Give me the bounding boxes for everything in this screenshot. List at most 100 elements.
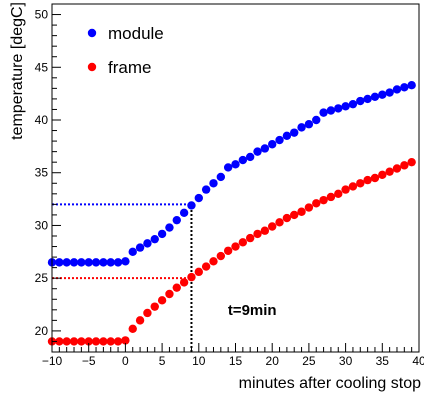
module-point: [216, 172, 226, 182]
series-module: [47, 81, 416, 267]
x-tick-label: 30: [339, 354, 353, 368]
module-point: [260, 144, 270, 153]
x-tick-label: −10: [42, 354, 63, 368]
frame-point: [187, 272, 196, 282]
legend-marker-module: [87, 28, 97, 38]
frame-point: [356, 179, 365, 188]
frame-point: [326, 192, 336, 202]
y-tick-label: 20: [35, 324, 49, 338]
module-point: [121, 257, 130, 266]
module-point: [99, 258, 108, 267]
module-point: [319, 108, 328, 117]
module-point: [128, 247, 137, 257]
module-point: [113, 258, 123, 267]
frame-point: [106, 337, 115, 346]
frame-point: [253, 229, 262, 239]
module-point: [165, 223, 174, 232]
frame-point: [334, 189, 343, 199]
frame-point: [128, 324, 137, 333]
module-point: [334, 104, 343, 113]
y-tick-label: 40: [35, 113, 49, 127]
module-point: [143, 239, 152, 248]
frame-point: [91, 337, 101, 346]
module-point: [69, 258, 79, 267]
module-point: [378, 90, 387, 99]
x-tick-label: 40: [412, 354, 424, 368]
frame-point: [223, 246, 233, 255]
module-point: [77, 258, 86, 267]
module-point: [370, 92, 380, 102]
frame-point: [348, 182, 358, 191]
data-series: [47, 81, 416, 346]
frame-point: [135, 316, 145, 325]
frame-point: [209, 257, 218, 266]
legend-label-frame: frame: [108, 58, 151, 77]
module-point: [326, 106, 336, 115]
frame-point: [77, 337, 86, 346]
frame-point: [62, 337, 71, 346]
plot-frame: [51, 3, 420, 353]
frame-point: [69, 337, 79, 346]
module-point: [341, 102, 350, 111]
x-tick-label: 5: [159, 354, 166, 368]
axis-ticks: [51, 3, 420, 353]
frame-point: [378, 170, 387, 180]
module-point: [179, 208, 189, 217]
module-point: [385, 88, 394, 97]
frame-point: [319, 195, 328, 205]
x-tick-label: 10: [192, 354, 206, 368]
y-axis-title: temperature [degC]: [9, 2, 26, 140]
legend-marker-frame: [87, 62, 97, 72]
frame-point: [400, 161, 409, 170]
module-point: [62, 258, 71, 267]
module-point: [253, 147, 262, 156]
x-tick-label: 20: [266, 354, 280, 368]
frame-point: [385, 167, 394, 176]
frame-point: [99, 337, 108, 346]
module-point: [150, 234, 159, 244]
module-point: [201, 185, 211, 194]
frame-point: [194, 267, 203, 277]
module-point: [91, 258, 101, 267]
frame-point: [179, 278, 189, 287]
module-point: [363, 94, 372, 104]
frame-point: [392, 164, 402, 173]
y-tick-label: 30: [35, 218, 49, 232]
annotation-label: t=9min: [228, 302, 277, 319]
module-point: [55, 258, 64, 267]
frame-point: [84, 337, 93, 346]
x-tick-label: −5: [82, 354, 96, 368]
module-point: [157, 229, 167, 239]
frame-point: [143, 308, 152, 318]
frame-point: [370, 173, 380, 183]
y-tick-label: 25: [35, 271, 49, 285]
module-point: [275, 135, 284, 145]
module-point: [135, 243, 145, 252]
axis-tick-labels: −10 −5 0 5 10 15 20 25 30 35 40 20 25 30 35 40 45 50: [35, 8, 424, 368]
module-point: [223, 163, 233, 172]
frame-point: [157, 296, 167, 305]
module-point: [282, 131, 292, 141]
frame-point: [282, 213, 292, 223]
frame-point: [268, 222, 277, 231]
module-point: [106, 258, 115, 267]
frame-point: [113, 337, 123, 346]
legend-label-module: module: [108, 24, 164, 43]
x-tick-label: 25: [302, 354, 316, 368]
frame-point: [341, 185, 350, 194]
frame-point: [363, 175, 372, 185]
module-point: [400, 83, 409, 92]
module-point: [304, 120, 314, 129]
frame-point: [55, 337, 64, 346]
frame-point: [216, 251, 226, 261]
frame-point: [275, 218, 284, 227]
module-point: [231, 160, 240, 169]
frame-point: [165, 289, 174, 299]
module-point: [356, 96, 365, 106]
y-tick-label: 45: [35, 60, 49, 74]
frame-point: [297, 207, 306, 216]
x-tick-label: 0: [122, 354, 129, 368]
frame-point: [231, 242, 240, 251]
module-point: [238, 155, 248, 165]
